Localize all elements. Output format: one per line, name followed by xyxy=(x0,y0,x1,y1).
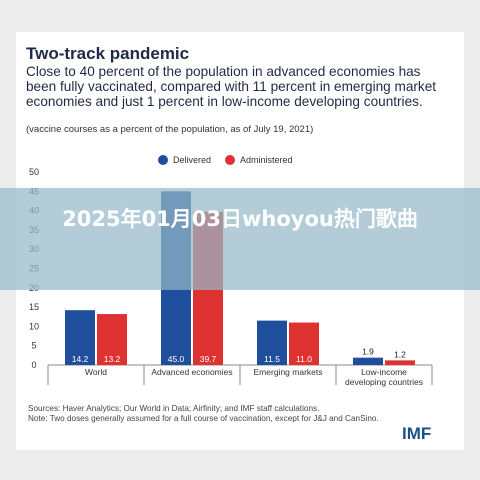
legend-label-delivered: Delivered xyxy=(173,155,212,165)
y-tick-label: 15 xyxy=(29,302,39,312)
bar-value-label: 1.2 xyxy=(394,349,406,359)
x-tick-label: World xyxy=(85,367,107,377)
chart-legend: Delivered Administered xyxy=(158,155,301,165)
chart-title: Two-track pandemic xyxy=(26,44,190,63)
bar-value-label: 14.2 xyxy=(72,354,89,364)
imf-logo: IMF xyxy=(402,424,432,443)
legend-label-administered: Administered xyxy=(240,155,293,165)
x-tick-label: developing countries xyxy=(345,377,423,387)
bar-administered xyxy=(289,322,319,365)
chart-subtitle: Close to 40 percent of the population in… xyxy=(26,64,437,109)
bar-value-label: 13.2 xyxy=(104,354,121,364)
bar-administered xyxy=(97,314,127,365)
bar-value-label: 11.0 xyxy=(296,354,312,364)
legend-swatch-delivered xyxy=(158,155,168,165)
x-tick-label: Advanced economies xyxy=(151,367,232,377)
y-tick-label: 5 xyxy=(31,341,36,351)
bar-delivered xyxy=(65,310,95,365)
y-tick-label: 0 xyxy=(31,360,36,370)
chart-note: (vaccine courses as a percent of the pop… xyxy=(26,124,314,135)
sources-note: Sources: Haver Analytics; Our World in D… xyxy=(28,404,458,424)
sources-line: Sources: Haver Analytics; Our World in D… xyxy=(28,404,320,413)
legend-item-administered: Administered xyxy=(225,155,293,165)
legend-swatch-administered xyxy=(225,155,236,165)
x-tick-label: Low-income xyxy=(361,367,407,377)
bar-value-label: 11.5 xyxy=(264,354,280,364)
bar-value-label: 39.7 xyxy=(200,354,217,364)
bar-delivered xyxy=(353,357,383,365)
bar-administered xyxy=(385,360,415,365)
legend-item-delivered: Delivered xyxy=(158,155,211,165)
footnote-line: Note: Two doses generally assumed for a … xyxy=(28,414,379,423)
x-tick-label: Emerging markets xyxy=(254,367,323,377)
y-tick-label: 50 xyxy=(29,167,39,177)
y-tick-label: 10 xyxy=(29,321,39,331)
bar-value-label: 45.0 xyxy=(168,354,185,364)
watermark-banner-text: 2025年01月03日whoyou热门歌曲 xyxy=(62,207,418,231)
bar-value-label: 1.9 xyxy=(362,347,374,357)
watermark-banner xyxy=(0,188,480,290)
bar-delivered xyxy=(257,320,287,365)
